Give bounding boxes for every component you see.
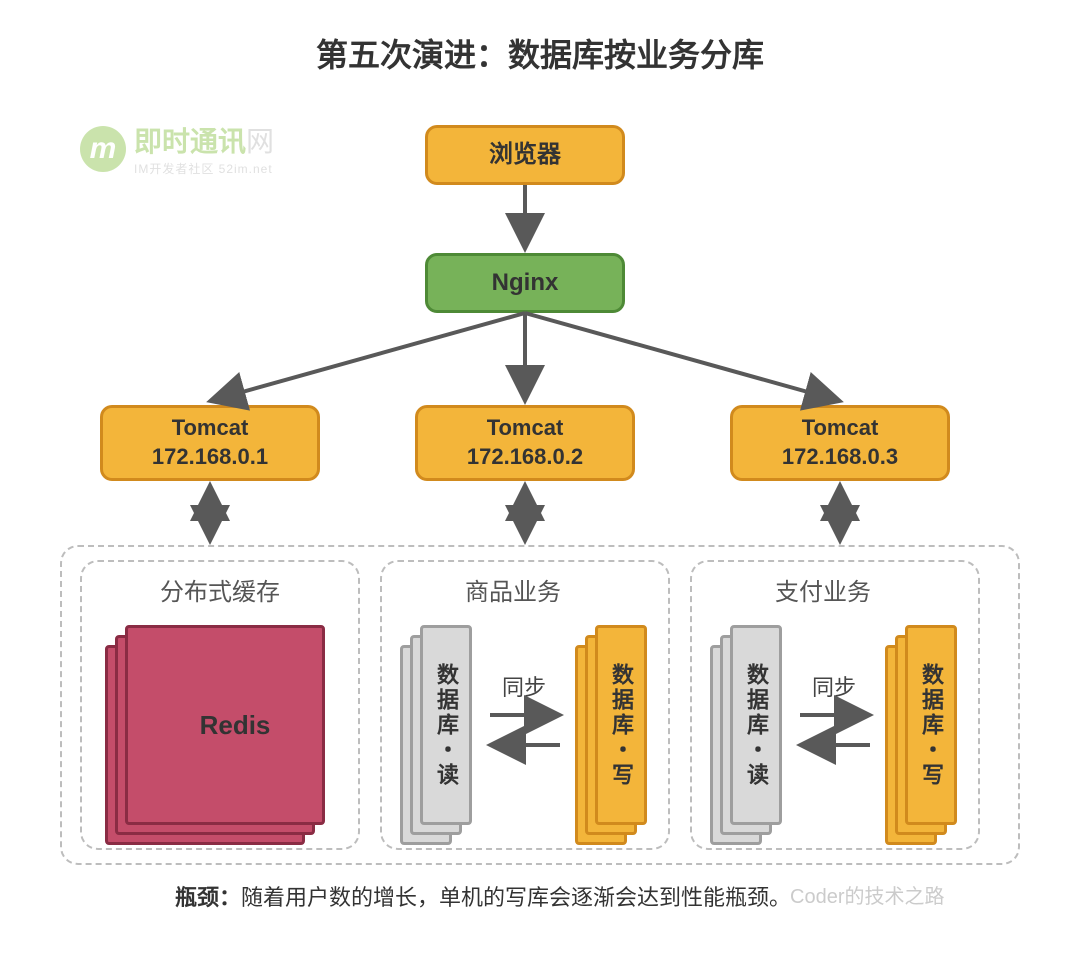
caption-prefix: 瓶颈：: [175, 885, 241, 910]
watermark-main: 即时通讯: [134, 126, 246, 157]
watermark-badge: m: [80, 126, 126, 172]
db-product-write-label: 数据库・写: [595, 625, 647, 825]
node-tomcat-1: Tomcat 172.168.0.1: [100, 405, 320, 481]
watermark-sub: IM开发者社区 52im.net: [134, 160, 274, 177]
node-tomcat-1-ip: 172.168.0.1: [152, 443, 268, 472]
caption: 瓶颈：随着用户数的增长，单机的写库会逐渐会达到性能瓶颈。: [175, 880, 791, 912]
caption-text: 随着用户数的增长，单机的写库会逐渐会达到性能瓶颈。: [241, 885, 791, 910]
node-browser-label: 浏览器: [489, 139, 561, 170]
node-nginx: Nginx: [425, 253, 625, 313]
db-payment-read-label: 数据库・读: [730, 625, 782, 825]
group-product-title: 商品业务: [465, 572, 561, 607]
redis-label: Redis: [135, 625, 335, 825]
sync-label-product: 同步: [502, 670, 546, 702]
node-tomcat-2: Tomcat 172.168.0.2: [415, 405, 635, 481]
sync-label-payment: 同步: [812, 670, 856, 702]
watermark-main-suffix: 网: [246, 126, 274, 157]
diagram-title: 第五次演进：数据库按业务分库: [0, 0, 1080, 76]
group-payment-title: 支付业务: [775, 572, 871, 607]
node-tomcat-3-ip: 172.168.0.3: [782, 443, 898, 472]
node-tomcat-1-name: Tomcat: [172, 414, 249, 443]
node-tomcat-2-ip: 172.168.0.2: [467, 443, 583, 472]
node-tomcat-3-name: Tomcat: [802, 414, 879, 443]
node-tomcat-2-name: Tomcat: [487, 414, 564, 443]
db-payment-write-label: 数据库・写: [905, 625, 957, 825]
group-cache-title: 分布式缓存: [160, 572, 280, 607]
watermark-logo: m 即时通讯网 IM开发者社区 52im.net: [80, 120, 274, 177]
node-nginx-label: Nginx: [492, 267, 559, 298]
diagram-canvas: m 即时通讯网 IM开发者社区 52im.net 浏览器 Nginx Tomca…: [30, 95, 1050, 905]
db-product-read-label: 数据库・读: [420, 625, 472, 825]
node-browser: 浏览器: [425, 125, 625, 185]
footer-watermark: Coder的技术之路: [790, 880, 944, 909]
node-tomcat-3: Tomcat 172.168.0.3: [730, 405, 950, 481]
